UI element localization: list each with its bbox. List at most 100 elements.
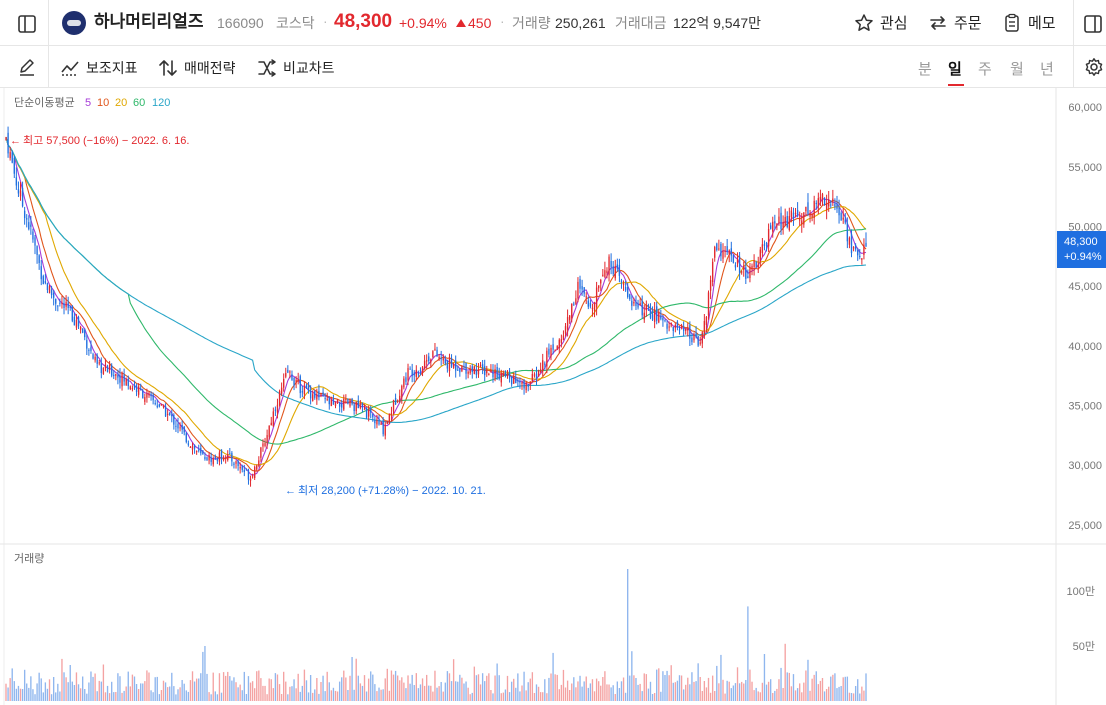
candle-body [272,411,274,427]
volume-bar [399,680,401,701]
volume-bar [606,684,608,701]
candle-body [612,266,614,274]
volume-bar [104,692,107,701]
candle-body [428,356,430,362]
volume-bar [548,677,550,701]
volume-bar [179,687,181,701]
volume-bar [38,672,40,701]
volume-bar [403,682,405,701]
candle-body [620,280,623,283]
candle-body [504,370,507,376]
volume-bar [44,682,47,701]
price-chart[interactable]: 60,000 55,000 50,000 45,000 40,000 35,000 30,0… [0,88,1106,705]
volume-bar [854,686,857,701]
volume-bar [100,681,102,701]
settings-gear-icon[interactable] [1083,56,1105,78]
candle-body [678,329,681,331]
volume-bar [830,676,832,701]
period-week-tab[interactable]: 주 [978,61,992,78]
candle-body [266,435,268,443]
candle-body [365,407,368,418]
cross-arrows-icon [258,59,276,77]
volume-bar [645,674,648,701]
candle-body [643,312,645,320]
candle-body [233,463,235,465]
candle-body [185,433,187,442]
candle-body [658,311,660,323]
candle-body [513,376,515,384]
candle-body [434,348,436,350]
period-month-tab[interactable]: 월 [1010,61,1024,78]
candle-body [519,381,521,383]
candle-body [799,219,801,221]
candle-body [517,379,519,382]
volume-bar [662,671,664,701]
sidebar-toggle-icon[interactable] [16,13,38,35]
candle-body [289,371,291,373]
volume-bar [861,686,863,701]
strategy-button[interactable]: 매매전략 [158,58,236,78]
indicator-button[interactable]: 보조지표 [60,58,138,78]
volume-bar [177,689,179,701]
memo-button[interactable]: 메모 [1002,12,1056,33]
volume-bar [502,692,505,701]
volume-bar [531,672,534,701]
candle-body [703,321,706,334]
volume-bar [17,685,20,701]
volume-bar [558,689,560,701]
candle-body [745,267,747,279]
compare-button[interactable]: 비교차트 [257,58,335,78]
candle-body [575,298,577,304]
volume-bar [649,681,652,701]
candle-body [527,385,529,387]
volume-bar [865,673,867,701]
volume-bar [361,685,364,701]
candle-body [144,397,146,402]
volume-bar [154,677,156,701]
candle-body [396,400,399,402]
candle-body [392,399,395,412]
candle-body [461,366,463,372]
candle-body [691,337,693,343]
volume-bar [490,690,492,701]
candle-body [401,385,403,398]
volume-bar [614,694,616,701]
watch-button[interactable]: 관심 [854,12,908,33]
ma-legend-10: 10 [97,97,109,109]
volume-bar [784,643,786,701]
volume-bar [602,677,604,701]
volume-bar [828,686,830,701]
candle-body [687,328,689,331]
candle-body [341,403,343,408]
candle-body [382,420,384,435]
volume-bar [759,692,761,701]
volume-bar [560,684,563,701]
volume-bar [349,675,351,701]
candle-body [349,398,351,407]
candle-body [852,246,855,249]
volume-bar [863,690,865,701]
candle-body [175,425,177,427]
volume-bar [270,679,272,701]
period-year-tab[interactable]: 년 [1040,61,1054,78]
period-day-tab[interactable]: 일 [948,61,962,78]
candle-body [46,283,49,290]
candle-body [189,447,192,448]
volume-bar [471,692,473,701]
candle-body [351,398,353,405]
volume-bar [287,694,289,701]
volume-bar [421,678,424,701]
volume-bar [272,688,274,701]
volume-bar [19,688,22,701]
pencil-icon[interactable] [16,56,38,78]
volume-bar [133,676,136,701]
candle-body [529,381,531,384]
volume-bar [293,679,295,701]
candle-body [533,374,536,376]
period-minute-tab[interactable]: 분 [918,61,932,78]
candle-body [94,356,96,361]
order-button[interactable]: 주문 [928,12,982,33]
side-panel-toggle-icon[interactable] [1082,13,1104,35]
volume-bar [457,681,459,701]
stock-name[interactable]: 하나머티리얼즈 [94,12,204,31]
